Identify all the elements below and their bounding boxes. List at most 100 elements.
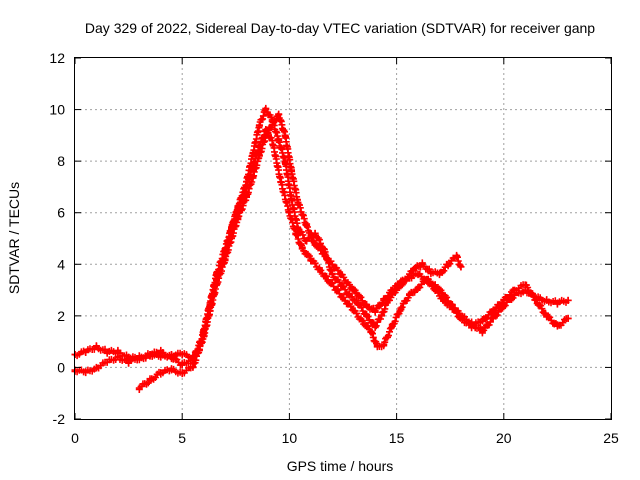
x-tick-label: 10 — [282, 430, 298, 446]
data-point — [178, 361, 186, 369]
data-point — [275, 111, 283, 119]
y-tick-label: 0 — [57, 359, 65, 375]
data-point — [92, 343, 100, 351]
data-point — [410, 265, 418, 273]
data-point — [564, 296, 572, 304]
data-point — [478, 317, 486, 325]
data-point — [397, 278, 405, 286]
x-tick-label: 0 — [71, 430, 79, 446]
data-point — [337, 281, 345, 289]
data-point — [414, 283, 422, 291]
data-point — [511, 286, 519, 294]
data-point — [350, 307, 358, 315]
data-point — [234, 214, 242, 222]
data-point — [418, 260, 426, 268]
data-point — [249, 173, 257, 181]
y-tick-label: 8 — [57, 153, 65, 169]
data-point — [82, 369, 90, 377]
data-point — [125, 358, 133, 366]
data-point — [135, 384, 143, 392]
data-point — [405, 291, 413, 299]
data-point — [243, 193, 251, 201]
data-point — [92, 363, 100, 371]
data-point — [468, 322, 476, 330]
data-point — [178, 351, 186, 359]
data-point — [363, 302, 371, 310]
data-point — [489, 314, 497, 322]
data-point — [543, 296, 551, 304]
series-track-1 — [71, 104, 465, 364]
data-point — [380, 340, 388, 348]
data-point — [328, 260, 336, 268]
data-point — [285, 209, 293, 217]
data-point — [444, 260, 452, 268]
data-point — [213, 281, 221, 289]
series-line — [138, 113, 569, 389]
data-point — [221, 255, 229, 263]
data-point — [521, 281, 529, 289]
x-tick-label: 20 — [496, 430, 512, 446]
data-point — [478, 327, 486, 335]
data-point — [532, 296, 540, 304]
y-tick-label: 10 — [49, 102, 65, 118]
data-point — [345, 281, 353, 289]
y-tick-label: 6 — [57, 205, 65, 221]
data-point — [157, 348, 165, 356]
data-point — [268, 121, 276, 129]
data-point — [489, 307, 497, 315]
data-point — [146, 351, 154, 359]
x-axis-label: GPS time / hours — [287, 458, 394, 474]
data-point — [298, 245, 306, 253]
data-point — [146, 376, 154, 384]
data-point — [363, 312, 371, 320]
data-point — [82, 348, 90, 356]
data-point — [457, 263, 465, 271]
data-point — [414, 271, 422, 279]
data-point — [320, 250, 328, 258]
data-point — [255, 121, 263, 129]
data-point — [324, 276, 332, 284]
data-point — [427, 268, 435, 276]
data-point — [157, 369, 165, 377]
y-axis-label: SDTVAR / TECUs — [6, 182, 22, 294]
data-point — [564, 314, 572, 322]
y-tick-label: 4 — [57, 256, 65, 272]
data-point — [228, 235, 236, 242]
data-point — [553, 299, 561, 307]
data-point — [292, 229, 300, 237]
data-point — [371, 307, 379, 315]
data-point — [167, 353, 175, 361]
data-point — [397, 304, 405, 312]
data-point — [307, 255, 315, 263]
data-point — [328, 271, 336, 279]
data-point — [178, 369, 186, 377]
y-tick-label: 12 — [49, 50, 65, 66]
data-point — [294, 198, 302, 206]
x-tick-label: 25 — [603, 430, 619, 446]
data-point — [262, 131, 270, 139]
data-point — [255, 152, 263, 160]
series-markers — [71, 104, 465, 364]
data-point — [341, 296, 349, 304]
data-point — [281, 157, 289, 165]
data-point — [277, 178, 285, 186]
plot-frame — [74, 57, 612, 420]
series-line — [74, 108, 462, 361]
data-point — [315, 265, 323, 273]
grid — [75, 58, 611, 419]
data-point — [453, 253, 461, 261]
data-point — [262, 106, 270, 114]
data-point — [448, 304, 456, 312]
ticks: 0 5 10 15 20 25 -2 0 2 4 6 8 10 12 — [49, 50, 619, 446]
data-point — [206, 307, 214, 315]
chart-title: Day 329 of 2022, Sidereal Day-to-day VTE… — [85, 20, 595, 36]
data-point — [345, 291, 353, 299]
data-point — [543, 312, 551, 320]
data-point — [114, 353, 122, 361]
data-point — [405, 273, 413, 281]
data-point — [281, 131, 289, 139]
data-point — [275, 137, 283, 145]
data-point — [358, 317, 366, 325]
data-point — [135, 353, 143, 361]
